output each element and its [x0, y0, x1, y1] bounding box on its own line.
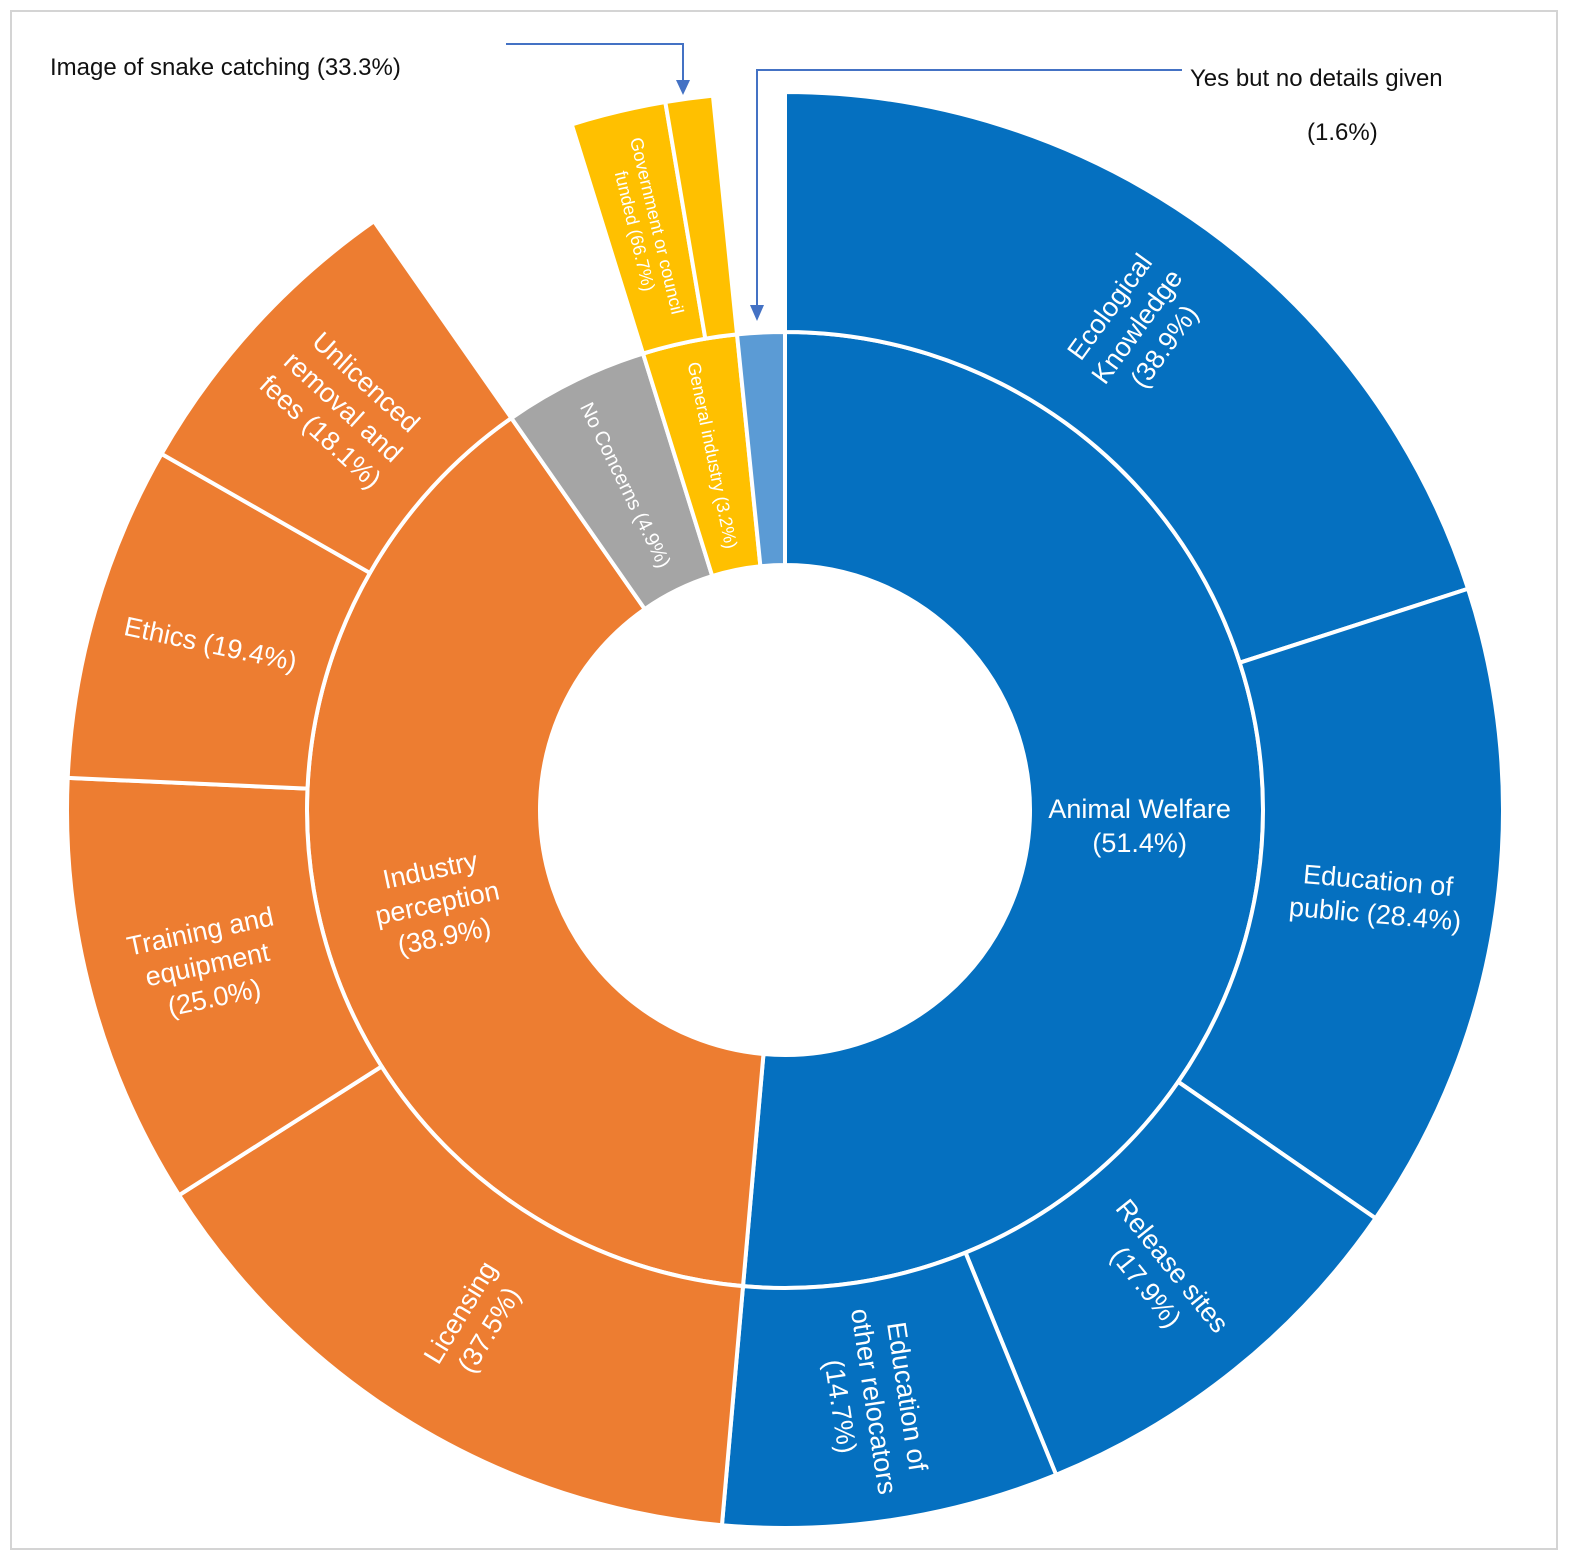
arrowhead-yes-but-no-details — [750, 305, 764, 321]
outer-segment-image-of-snake-catching — [663, 93, 740, 341]
chart-frame — [10, 10, 1558, 1550]
callouts-layer: Image of snake catching (33.3%) Yes but … — [50, 43, 1443, 321]
outer-segment-unlicenced-removal-and-fees — [159, 219, 514, 575]
label-animal-welfare-line-2: (51.4%) — [1092, 828, 1187, 858]
arrowhead-image-of-snake-catching — [676, 80, 690, 95]
callout-yes-but-no-details-line1: Yes but no details given — [1190, 65, 1443, 92]
callout-yes-but-no-details-line2: (1.6%) — [1307, 119, 1378, 146]
leader-line-yes-but-no-details — [756, 69, 1182, 312]
segments-layer — [65, 90, 1505, 1530]
callout-image-of-snake-catching: Image of snake catching (33.3%) — [50, 54, 401, 81]
outer-segment-ecological-knowledge — [783, 90, 1471, 665]
inner-segment-yes-but-no-details-given — [735, 330, 787, 569]
leader-line-image-of-snake-catching — [506, 43, 684, 87]
label-animal-welfare: Animal Welfare (51.4%) — [1048, 794, 1231, 858]
outer-segment-licensing — [177, 1064, 746, 1528]
label-animal-welfare-line-1: Animal Welfare — [1048, 794, 1231, 824]
outer-segment-education-of-public — [1176, 586, 1505, 1221]
